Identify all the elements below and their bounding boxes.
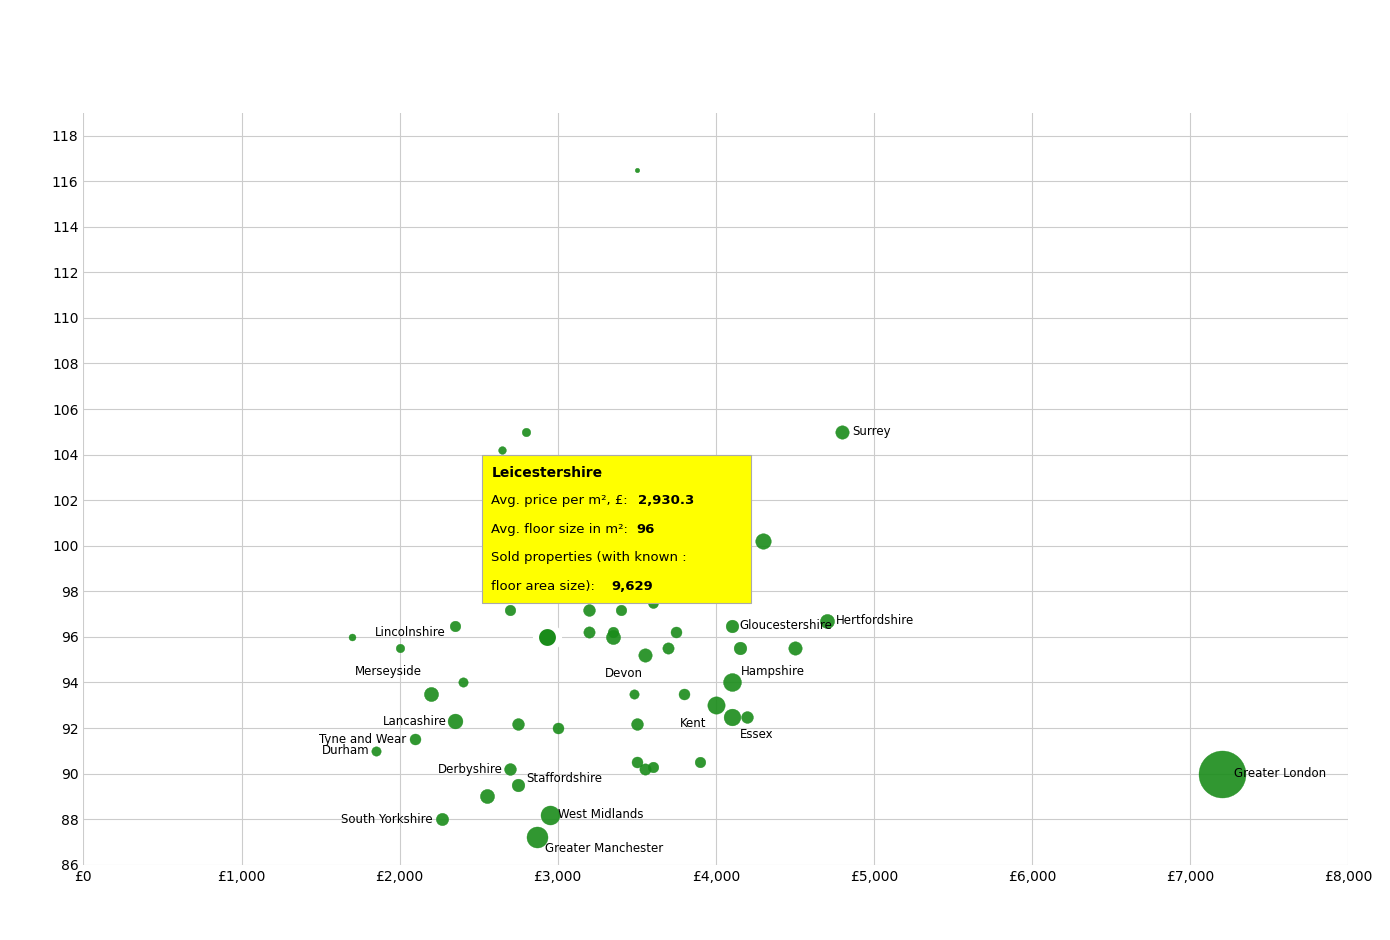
Text: Essex: Essex — [739, 728, 773, 742]
Point — [525, 830, 548, 845]
Point — [539, 807, 562, 822]
Point — [507, 777, 530, 792]
Point — [666, 625, 688, 640]
Text: Durham: Durham — [322, 744, 370, 758]
Point — [602, 625, 624, 640]
Point — [626, 163, 648, 178]
Point — [364, 744, 386, 759]
Point — [705, 697, 727, 713]
Point — [578, 625, 600, 640]
Point — [641, 595, 663, 610]
Text: Devon: Devon — [605, 666, 644, 680]
Point — [452, 675, 474, 690]
Point — [752, 534, 774, 549]
Point — [784, 641, 806, 656]
Text: Avg. floor size in m²:: Avg. floor size in m²: — [491, 523, 632, 536]
Text: Staffordshire: Staffordshire — [525, 772, 602, 785]
Point — [499, 761, 521, 776]
Point — [657, 641, 680, 656]
Point — [634, 761, 656, 776]
Point — [673, 686, 695, 701]
Point — [535, 630, 557, 645]
Text: Leicestershire: Leicestershire — [491, 466, 602, 480]
Text: South Yorkshire: South Yorkshire — [341, 813, 432, 825]
Text: Merseyside: Merseyside — [354, 665, 421, 678]
Point — [737, 709, 759, 724]
Point — [720, 709, 742, 724]
Point — [443, 618, 466, 633]
Point — [831, 424, 853, 439]
Point — [610, 602, 632, 617]
Point — [689, 755, 712, 770]
Point — [1211, 766, 1233, 781]
Point — [341, 630, 363, 645]
Point — [602, 588, 624, 603]
Text: 2,930.3: 2,930.3 — [638, 494, 695, 508]
Point — [420, 686, 442, 701]
Point — [499, 602, 521, 617]
Point — [388, 641, 411, 656]
Text: Greater Manchester: Greater Manchester — [545, 842, 663, 855]
Point — [404, 732, 427, 747]
Text: floor area size):: floor area size): — [491, 580, 599, 593]
Point — [705, 526, 727, 541]
Point — [720, 675, 742, 690]
Point — [623, 686, 645, 701]
Text: Derbyshire: Derbyshire — [438, 762, 502, 775]
Text: Sold properties (with known :: Sold properties (with known : — [491, 552, 687, 564]
Text: Avg. price per m², £:: Avg. price per m², £: — [491, 494, 632, 508]
Point — [626, 716, 648, 731]
Point — [431, 812, 453, 827]
Point — [491, 443, 513, 458]
Text: Lincolnshire: Lincolnshire — [375, 626, 445, 639]
Text: Hertfordshire: Hertfordshire — [835, 615, 915, 628]
Text: Hampshire: Hampshire — [741, 665, 805, 678]
FancyBboxPatch shape — [482, 455, 751, 603]
Text: West Midlands: West Midlands — [557, 808, 644, 822]
Point — [475, 789, 498, 804]
Point — [602, 630, 624, 645]
Point — [641, 760, 663, 775]
Point — [634, 648, 656, 663]
Text: Lancashire: Lancashire — [384, 714, 448, 728]
Point — [546, 721, 569, 736]
Point — [684, 531, 706, 546]
Text: Surrey: Surrey — [852, 425, 891, 438]
Text: 96: 96 — [637, 523, 655, 536]
Point — [720, 618, 742, 633]
Point — [507, 716, 530, 731]
Text: 9,629: 9,629 — [612, 580, 653, 593]
Point — [816, 614, 838, 629]
Point — [443, 713, 466, 728]
Text: Gloucestershire: Gloucestershire — [739, 619, 833, 632]
Point — [578, 602, 600, 617]
Text: Tyne and Wear: Tyne and Wear — [318, 733, 406, 746]
Point — [514, 424, 537, 439]
Text: Kent: Kent — [680, 717, 706, 730]
Point — [626, 755, 648, 770]
Text: Greater London: Greater London — [1234, 767, 1326, 780]
Point — [728, 641, 751, 656]
Point — [535, 630, 557, 645]
Text: North Yorkshire: North Yorkshire — [518, 591, 609, 604]
